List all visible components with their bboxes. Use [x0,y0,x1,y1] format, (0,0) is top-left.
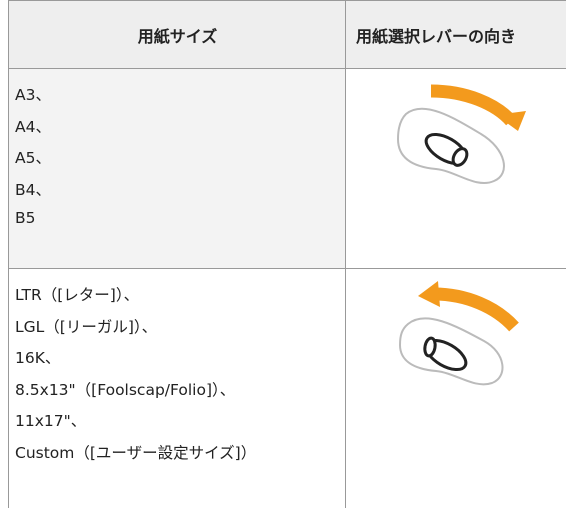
size-cell: LTR（[レター]）、 LGL（[リーガル]）、 16K、 8.5x13"（[Fool… [8,268,346,508]
size-line: Custom（[ユーザー設定サイズ]） [15,443,257,462]
size-line: LTR（[レター]）、 [15,286,140,304]
lever-cell [345,68,566,269]
lever-cell [345,268,566,508]
size-line: LGL（[リーガル]）、 [15,317,158,336]
header-cell: 用紙選択レバーの向き [345,0,566,69]
size-cell: A3、 A4、 A5、 B4、 B5 [8,68,346,269]
header-text: 用紙サイズ [137,27,218,46]
size-line: B4、 [15,180,51,199]
size-line: A3、 [15,86,51,104]
size-line: 8.5x13"（[Foolscap/Folio]）、 [15,380,236,399]
size-line: A5、 [15,149,51,167]
size-line: 11x17"、 [15,412,87,430]
size-line: B5 [15,209,36,227]
header-cell: 用紙サイズ [8,0,346,69]
size-line: 16K、 [15,349,61,367]
size-line: A4、 [15,117,51,136]
header-text: 用紙選択レバーの向き [356,27,517,46]
page: 用紙サイズ 用紙選択レバーの向き A3、 A4、 A5、 B4、 B5 LTR（[レター… [8,0,566,508]
lever-icon [396,84,526,184]
lever-icon [398,281,519,386]
